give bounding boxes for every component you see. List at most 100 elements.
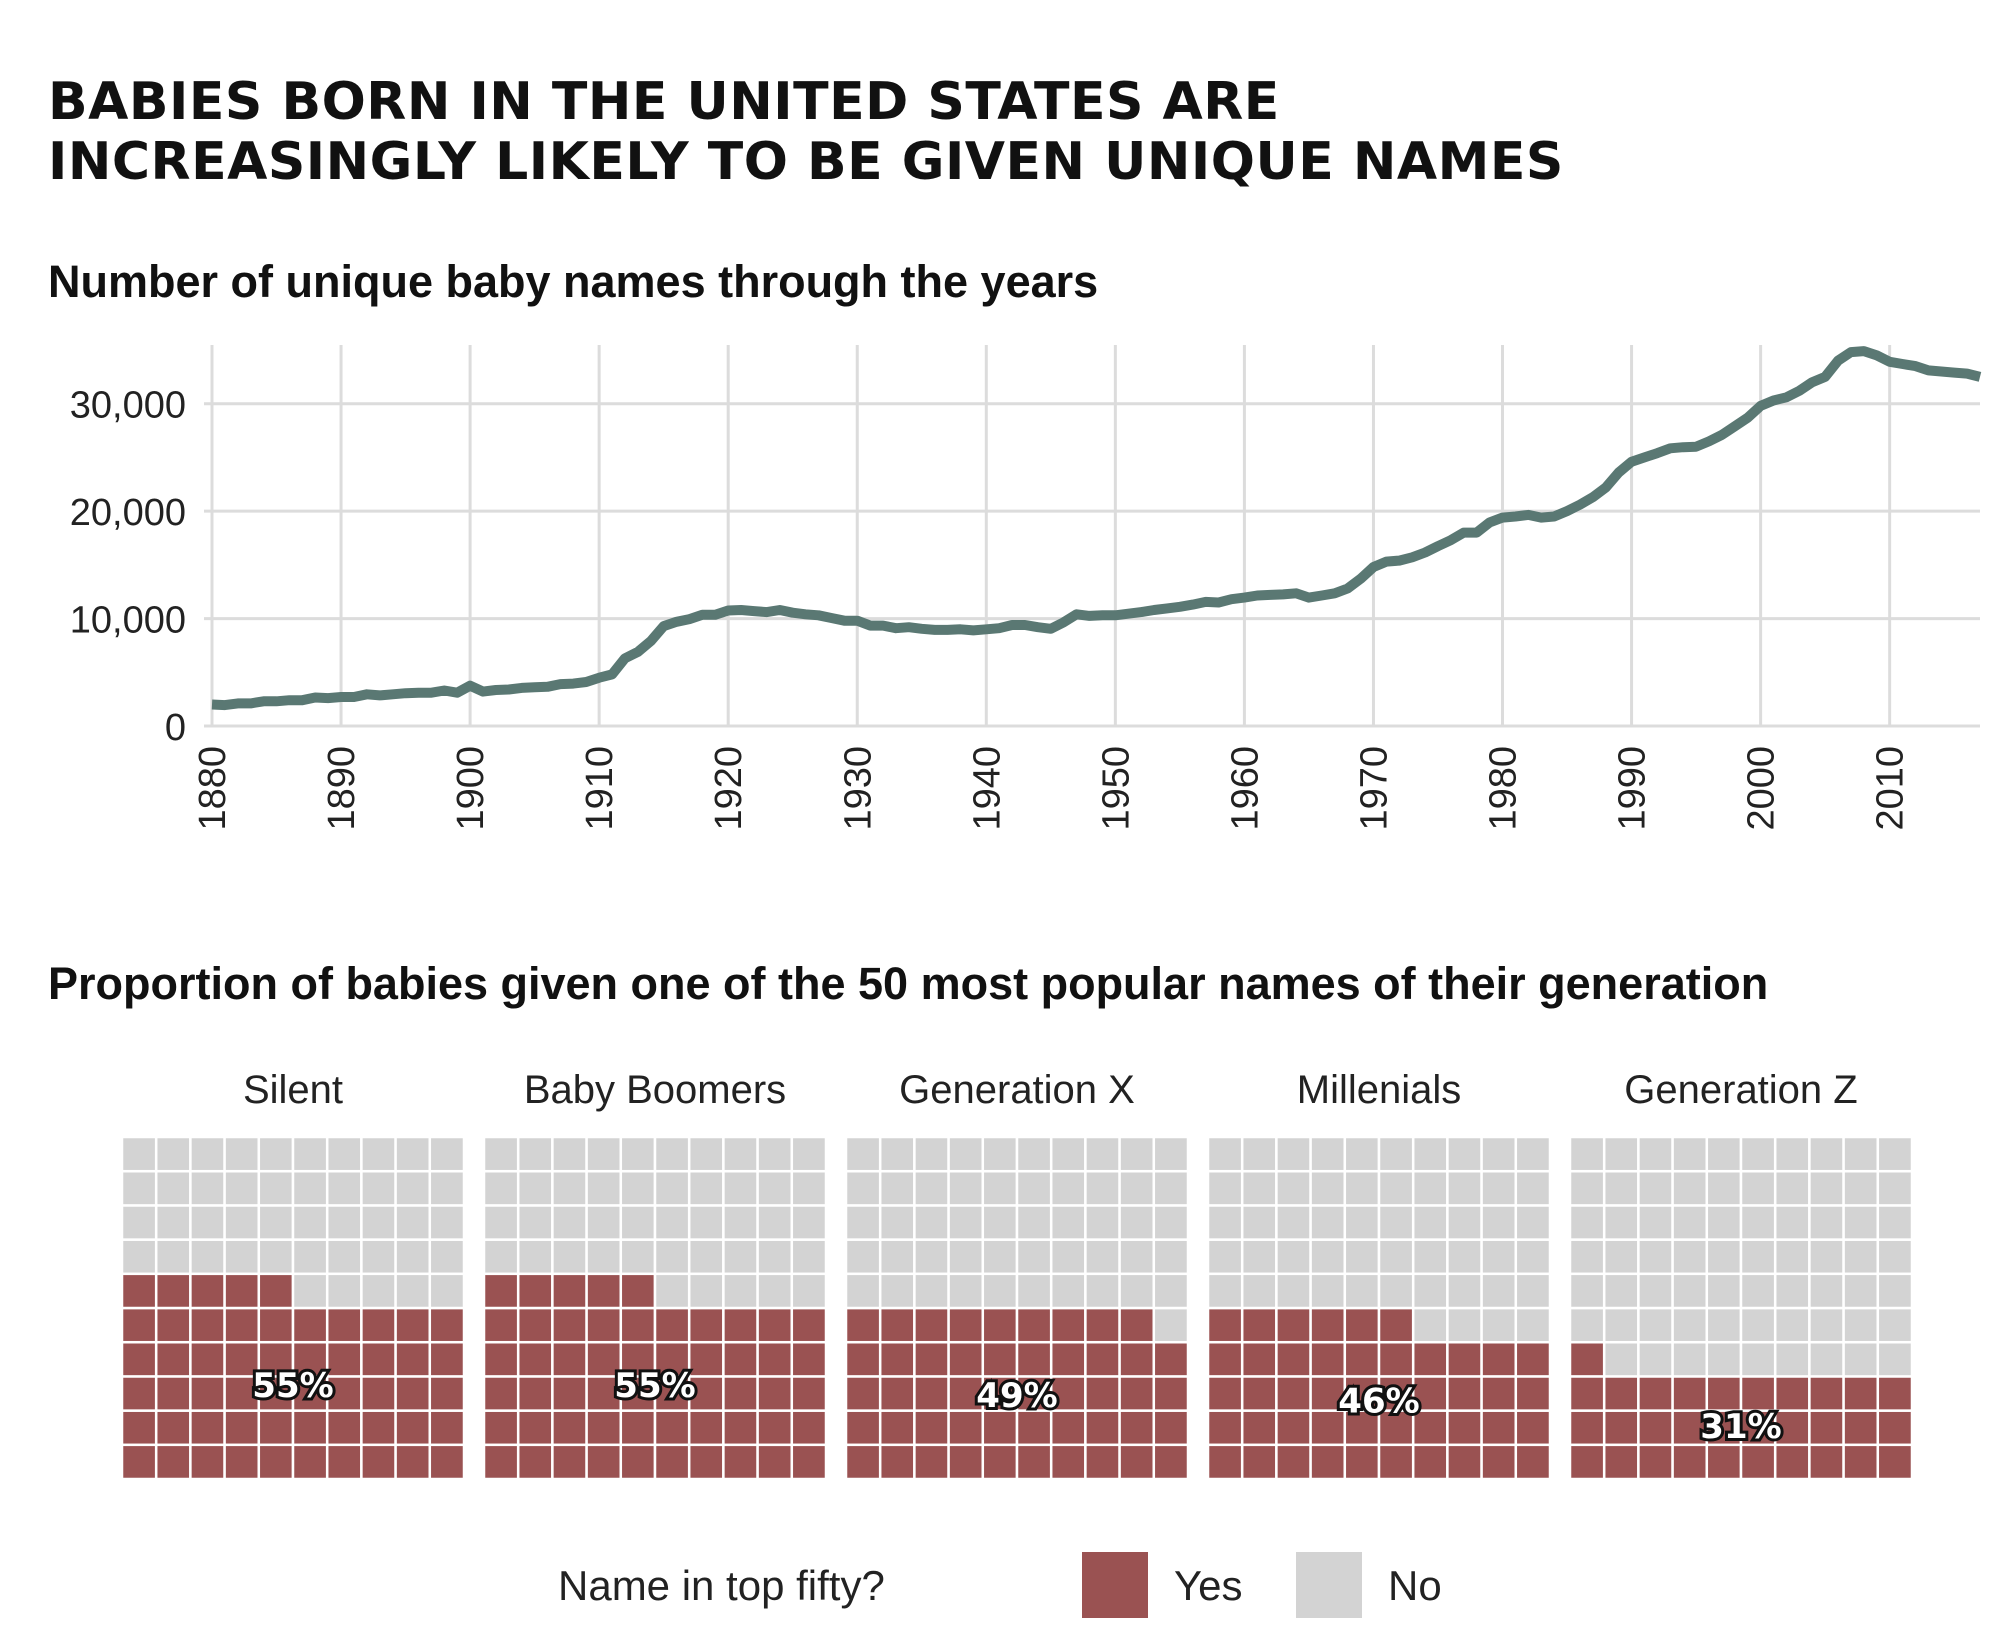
waffle-cell-yes <box>722 1306 759 1344</box>
waffle-cell-yes <box>1049 1443 1087 1481</box>
waffle-cell-no <box>1275 1135 1312 1173</box>
waffle-cell-no <box>1705 1272 1743 1310</box>
waffle-cell-no <box>1739 1306 1777 1344</box>
waffle-cell-yes <box>585 1306 623 1344</box>
waffle-cell-no <box>257 1204 295 1241</box>
waffle-cell-no <box>325 1272 363 1310</box>
waffle-cell-no <box>722 1204 759 1241</box>
waffle-cell-yes <box>1118 1340 1156 1378</box>
waffle-cell-no <box>394 1238 432 1276</box>
waffle-cell-no <box>1015 1238 1053 1276</box>
waffle-cell-no <box>913 1238 950 1276</box>
waffle-cell-no <box>1637 1340 1674 1378</box>
waffle-cell-no <box>1602 1272 1640 1310</box>
waffle-cell-yes <box>913 1375 950 1412</box>
waffle-cell-yes <box>1808 1443 1845 1481</box>
waffle-cell-no <box>428 1169 466 1207</box>
waffle-cell-yes <box>482 1409 520 1447</box>
waffle-cell-yes <box>756 1375 794 1412</box>
waffle-cell-no <box>360 1238 397 1276</box>
waffle-cell-no <box>844 1135 882 1173</box>
waffle-cell-yes <box>257 1306 295 1344</box>
waffle-cell-yes <box>1240 1443 1278 1481</box>
waffle-cell-yes <box>1377 1306 1415 1344</box>
waffle-cell-yes <box>1084 1340 1121 1378</box>
waffle-cell-yes <box>1309 1375 1347 1412</box>
waffle-cell-yes <box>619 1306 657 1344</box>
waffle-cell-no <box>1411 1169 1449 1207</box>
waffle-cell-no <box>653 1204 691 1241</box>
waffle-cell-no <box>1773 1306 1811 1344</box>
waffle-cell-no <box>1514 1238 1552 1276</box>
waffle-cell-yes <box>585 1409 623 1447</box>
waffle-cell-no <box>1309 1272 1347 1310</box>
waffle-cell-no <box>1309 1204 1347 1241</box>
waffle-cell-yes <box>257 1340 295 1378</box>
waffle-cell-no <box>1876 1204 1914 1241</box>
facet-label: Generation Z <box>1624 1068 1857 1112</box>
waffle-cell-no <box>1876 1169 1914 1207</box>
waffle-cell-yes <box>1118 1375 1156 1412</box>
waffle-cell-no <box>878 1272 916 1310</box>
waffle-cell-yes <box>257 1272 295 1310</box>
waffle-cell-yes <box>947 1340 985 1378</box>
waffle-cell-no <box>1480 1169 1518 1207</box>
waffle-cell-yes <box>1240 1409 1278 1447</box>
waffle-cell-no <box>325 1204 363 1241</box>
waffle-cell-yes <box>1240 1375 1278 1412</box>
waffle-cell-yes <box>756 1306 794 1344</box>
waffle-cell-yes <box>394 1375 432 1412</box>
waffle-cell-no <box>1480 1204 1518 1241</box>
waffle-cell-no <box>878 1169 916 1207</box>
waffle-cell-no <box>325 1135 363 1173</box>
waffle-cell-no <box>844 1238 882 1276</box>
unique-names-series-line <box>211 346 1982 711</box>
waffle-cell-yes <box>1049 1409 1087 1447</box>
waffle-cell-no <box>189 1204 226 1241</box>
waffle-cell-no <box>223 1135 261 1173</box>
facet-label: Baby Boomers <box>524 1068 786 1112</box>
waffle-cell-no <box>756 1272 794 1310</box>
waffle-cell-yes <box>653 1443 691 1481</box>
waffle-cell-yes <box>1084 1443 1121 1481</box>
waffle-cell-yes <box>1705 1409 1743 1447</box>
waffle-panel-millenials: Millenials 46% <box>1206 1068 1552 1481</box>
waffle-cell-yes <box>120 1443 158 1481</box>
waffle-cell-yes <box>1514 1443 1552 1481</box>
waffle-cell-no <box>120 1169 158 1207</box>
waffle-cell-no <box>981 1169 1019 1207</box>
waffle-cell-no <box>1637 1238 1674 1276</box>
waffle-cell-no <box>1842 1204 1880 1241</box>
waffle-cell-no <box>1446 1169 1483 1207</box>
waffle-cell-no <box>981 1238 1019 1276</box>
waffle-cell-yes <box>291 1375 329 1412</box>
waffle-cell-no <box>1671 1135 1709 1173</box>
waffle-cell-no <box>1876 1135 1914 1173</box>
waffle-cell-yes <box>790 1409 828 1447</box>
waffle-cell-yes <box>1309 1409 1347 1447</box>
waffle-cell-no <box>653 1272 691 1310</box>
waffle-cell-yes <box>844 1340 882 1378</box>
waffle-cell-no <box>947 1135 985 1173</box>
x-tick-label-1960: 1960 <box>1224 746 1266 831</box>
waffle-cell-yes <box>1275 1443 1312 1481</box>
waffle-cell-yes <box>947 1443 985 1481</box>
waffle-cell-no <box>981 1272 1019 1310</box>
waffle-cell-no <box>947 1272 985 1310</box>
x-tick-label-1900: 1900 <box>450 746 492 831</box>
waffle-cell-no <box>1446 1238 1483 1276</box>
waffle-cell-no <box>585 1204 623 1241</box>
waffle-cell-yes <box>291 1443 329 1481</box>
waffle-cell-yes <box>1049 1340 1087 1378</box>
waffle-cell-yes <box>913 1443 950 1481</box>
waffle-cell-no <box>878 1135 916 1173</box>
waffle-cell-no <box>619 1169 657 1207</box>
waffle-cell-yes <box>257 1375 295 1412</box>
waffle-cell-yes <box>981 1340 1019 1378</box>
waffle-cell-no <box>516 1135 554 1173</box>
waffle-cell-yes <box>516 1306 554 1344</box>
waffle-cell-no <box>1480 1238 1518 1276</box>
waffle-cell-yes <box>619 1409 657 1447</box>
waffle-cell-yes <box>1514 1375 1552 1412</box>
waffle-cell-no <box>1118 1204 1156 1241</box>
